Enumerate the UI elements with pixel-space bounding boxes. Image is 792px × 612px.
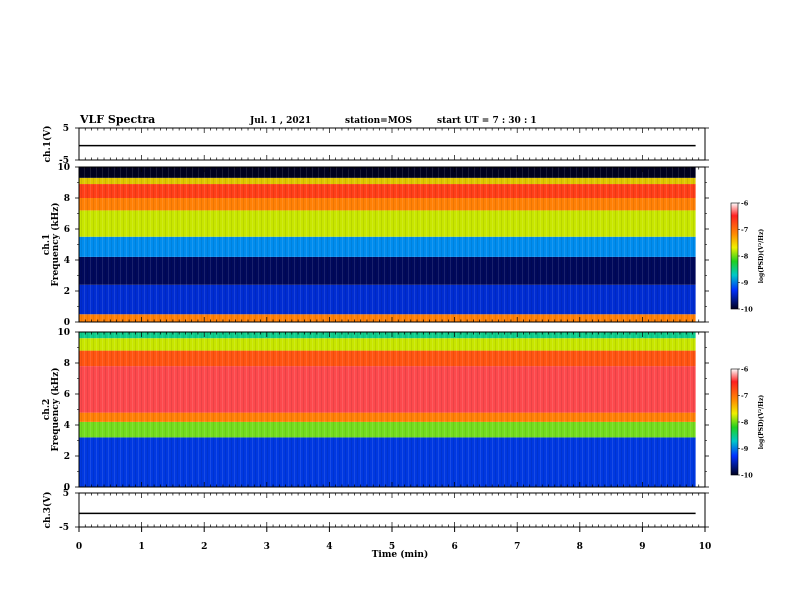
streak-texture xyxy=(79,167,696,322)
colorbar-scale xyxy=(730,368,739,476)
x-tick-label: 6 xyxy=(451,542,457,552)
channel-label: ch.1 xyxy=(42,234,52,255)
y-tick-label: 8 xyxy=(64,194,70,204)
colorbar-scale xyxy=(730,202,739,310)
x-tick-label: 1 xyxy=(138,542,144,552)
x-axis-label: Time (min) xyxy=(372,549,429,560)
y-tick-label: 5 xyxy=(63,489,69,499)
x-tick-label: 10 xyxy=(699,542,712,552)
y-tick-label: -5 xyxy=(59,156,69,166)
y-tick-label: 6 xyxy=(64,390,70,400)
x-tick-label: 5 xyxy=(389,542,395,552)
colorbar-tick-label: -7 xyxy=(741,226,748,234)
panel-frame xyxy=(78,127,706,161)
station-label: station=MOS xyxy=(345,116,412,126)
x-tick-label: 9 xyxy=(639,542,645,552)
colorbar-tick-label: -10 xyxy=(741,306,753,314)
colorbar-label: log(PSD)(V²/Hz) xyxy=(758,395,765,450)
ch1-spectrogram-panel: 0 2 4 6 8 10 ch.1 Frequency (kHz) xyxy=(42,163,709,328)
y-tick-label: 4 xyxy=(64,421,70,431)
y-tick-label: 0 xyxy=(64,318,70,328)
figure-title: VLF Spectra xyxy=(79,113,155,126)
x-tick-label: 8 xyxy=(577,542,583,552)
y-tick-label: 10 xyxy=(57,163,70,173)
colorbar-tick-label: -10 xyxy=(741,472,753,480)
y-tick-label: 2 xyxy=(64,452,70,462)
ch1-waveform-panel: 5 -5 ch.1(V) xyxy=(42,124,709,166)
y-tick-label: 5 xyxy=(63,124,69,134)
y-tick-label: 6 xyxy=(64,225,70,235)
y-tick-label: -5 xyxy=(59,523,69,533)
colorbar-tick-label: -6 xyxy=(741,200,749,208)
colorbar-tick-label: -6 xyxy=(741,366,749,374)
date-label: Jul. 1 , 2021 xyxy=(249,116,311,126)
x-tick-label: 4 xyxy=(326,542,332,552)
colorbar-label: log(PSD)(V²/Hz) xyxy=(758,229,765,284)
y-tick-label: 10 xyxy=(57,328,70,338)
x-tick-label: 0 xyxy=(76,542,82,552)
y-tick-label: 2 xyxy=(64,287,70,297)
streak-texture xyxy=(79,332,696,487)
colorbar-tick-label: -7 xyxy=(741,392,748,400)
y-axis-label: ch.1(V) xyxy=(42,126,53,163)
colorbar-tick-label: -9 xyxy=(741,445,749,453)
colorbar-tick-label: -9 xyxy=(741,279,749,287)
ch1-colorbar: -6 -7 -8 -9 -10 log(PSD)(V²/Hz) xyxy=(730,200,765,314)
start-time-label: start UT = 7 : 30 : 1 xyxy=(437,116,537,126)
ch3-waveform-panel: 5 -5 ch.3(V) xyxy=(42,489,709,533)
x-tick-label: 2 xyxy=(201,542,207,552)
colorbar-tick-label: -8 xyxy=(741,253,749,261)
ch2-spectrogram-panel: 0 2 4 6 8 10 ch.2 Frequency (kHz) xyxy=(42,328,709,493)
channel-label: ch.2 xyxy=(42,399,52,420)
panel-frame xyxy=(78,492,706,528)
y-axis-label: ch.3(V) xyxy=(42,492,53,529)
y-axis-label: Frequency (kHz) xyxy=(50,367,61,451)
time-axis: 0 1 2 3 4 5 6 7 8 9 10 xyxy=(76,527,711,552)
y-tick-label: 8 xyxy=(64,359,70,369)
y-tick-label: 0 xyxy=(64,483,70,493)
colorbar-tick-label: -8 xyxy=(741,419,749,427)
x-tick-label: 3 xyxy=(264,542,270,552)
y-tick-label: 4 xyxy=(64,256,70,266)
ch2-colorbar: -6 -7 -8 -9 -10 log(PSD)(V²/Hz) xyxy=(730,366,765,480)
x-tick-label: 7 xyxy=(514,542,520,552)
y-axis-label: Frequency (kHz) xyxy=(50,202,61,286)
